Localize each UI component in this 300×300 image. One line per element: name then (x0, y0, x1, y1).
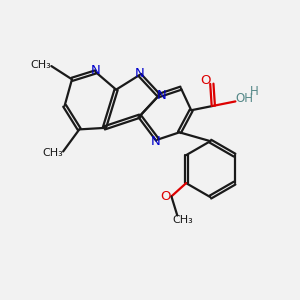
Text: N: N (151, 135, 161, 148)
Text: N: N (157, 89, 167, 102)
Text: O: O (201, 74, 211, 87)
Text: CH₃: CH₃ (43, 148, 63, 158)
Text: CH₃: CH₃ (173, 215, 194, 225)
Text: N: N (135, 67, 145, 80)
Text: N: N (91, 64, 100, 77)
Text: H: H (250, 85, 259, 98)
Text: O: O (160, 190, 171, 203)
Text: CH₃: CH₃ (31, 60, 51, 70)
Text: OH: OH (235, 92, 253, 105)
